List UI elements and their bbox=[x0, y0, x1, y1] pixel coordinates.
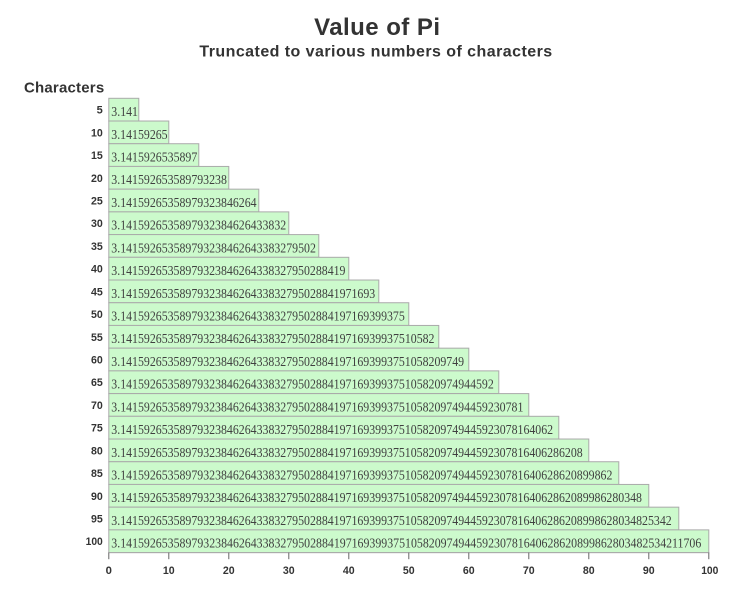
svg-text:75: 75 bbox=[91, 423, 103, 435]
svg-text:50: 50 bbox=[91, 309, 103, 321]
svg-text:90: 90 bbox=[91, 491, 103, 503]
svg-text:10: 10 bbox=[91, 127, 103, 139]
svg-text:100: 100 bbox=[701, 565, 718, 577]
svg-text:65: 65 bbox=[91, 377, 103, 389]
svg-text:3.141: 3.141 bbox=[111, 104, 138, 119]
svg-text:25: 25 bbox=[91, 196, 103, 208]
svg-text:3.14159265358979323846264: 3.14159265358979323846264 bbox=[111, 195, 256, 210]
svg-text:3.1415926535897932384626433832: 3.1415926535897932384626433832 bbox=[111, 218, 286, 233]
svg-text:3.141592653589793238: 3.141592653589793238 bbox=[111, 172, 227, 187]
svg-text:Truncated to various numbers o: Truncated to various numbers of characte… bbox=[199, 44, 552, 61]
svg-text:20: 20 bbox=[91, 173, 103, 185]
svg-text:80: 80 bbox=[583, 565, 595, 577]
svg-text:Value of Pi: Value of Pi bbox=[314, 14, 440, 41]
svg-text:5: 5 bbox=[97, 105, 103, 117]
svg-text:3.1415926535897932384626433832: 3.14159265358979323846264338327950288419… bbox=[111, 490, 642, 505]
svg-text:3.1415926535897932384626433832: 3.14159265358979323846264338327950288419… bbox=[111, 354, 464, 369]
svg-text:80: 80 bbox=[91, 445, 103, 457]
svg-text:45: 45 bbox=[91, 286, 103, 298]
svg-text:3.1415926535897932384626433832: 3.14159265358979323846264338327950288419… bbox=[111, 445, 583, 460]
svg-text:70: 70 bbox=[523, 565, 535, 577]
svg-text:3.14159265: 3.14159265 bbox=[111, 127, 167, 142]
svg-text:3.1415926535897932384626433832: 3.14159265358979323846264338327950288419… bbox=[111, 331, 434, 346]
svg-text:40: 40 bbox=[343, 565, 355, 577]
svg-text:3.1415926535897932384626433832: 3.14159265358979323846264338327950288419… bbox=[111, 536, 701, 551]
svg-text:3.1415926535897932384626433832: 3.14159265358979323846264338327950288419… bbox=[111, 422, 553, 437]
svg-text:70: 70 bbox=[91, 400, 103, 412]
svg-text:85: 85 bbox=[91, 468, 103, 480]
svg-text:90: 90 bbox=[643, 565, 655, 577]
svg-text:30: 30 bbox=[283, 565, 295, 577]
svg-text:10: 10 bbox=[163, 565, 175, 577]
svg-text:30: 30 bbox=[91, 218, 103, 230]
svg-text:3.1415926535897932384626433832: 3.14159265358979323846264338327950288419… bbox=[111, 468, 612, 483]
svg-text:15: 15 bbox=[91, 150, 103, 162]
svg-text:0: 0 bbox=[106, 565, 112, 577]
svg-text:60: 60 bbox=[463, 565, 475, 577]
svg-text:3.1415926535897932384626433832: 3.14159265358979323846264338327950288419… bbox=[111, 286, 375, 301]
svg-text:3.1415926535897: 3.1415926535897 bbox=[111, 149, 197, 164]
svg-text:50: 50 bbox=[403, 565, 415, 577]
svg-text:60: 60 bbox=[91, 355, 103, 367]
svg-text:3.1415926535897932384626433832: 3.141592653589793238462643383279502 bbox=[111, 240, 316, 255]
svg-text:100: 100 bbox=[86, 536, 103, 548]
svg-text:3.1415926535897932384626433832: 3.14159265358979323846264338327950288419… bbox=[111, 399, 523, 414]
svg-text:35: 35 bbox=[91, 241, 103, 253]
svg-text:55: 55 bbox=[91, 332, 103, 344]
svg-text:3.1415926535897932384626433832: 3.14159265358979323846264338327950288419… bbox=[111, 513, 672, 528]
svg-text:3.1415926535897932384626433832: 3.14159265358979323846264338327950288419 bbox=[111, 263, 345, 278]
svg-text:3.1415926535897932384626433832: 3.14159265358979323846264338327950288419… bbox=[111, 377, 494, 392]
svg-text:3.1415926535897932384626433832: 3.14159265358979323846264338327950288419… bbox=[111, 308, 405, 323]
svg-text:Characters: Characters bbox=[24, 80, 104, 97]
svg-text:20: 20 bbox=[223, 565, 235, 577]
svg-text:95: 95 bbox=[91, 514, 103, 526]
svg-text:40: 40 bbox=[91, 264, 103, 276]
